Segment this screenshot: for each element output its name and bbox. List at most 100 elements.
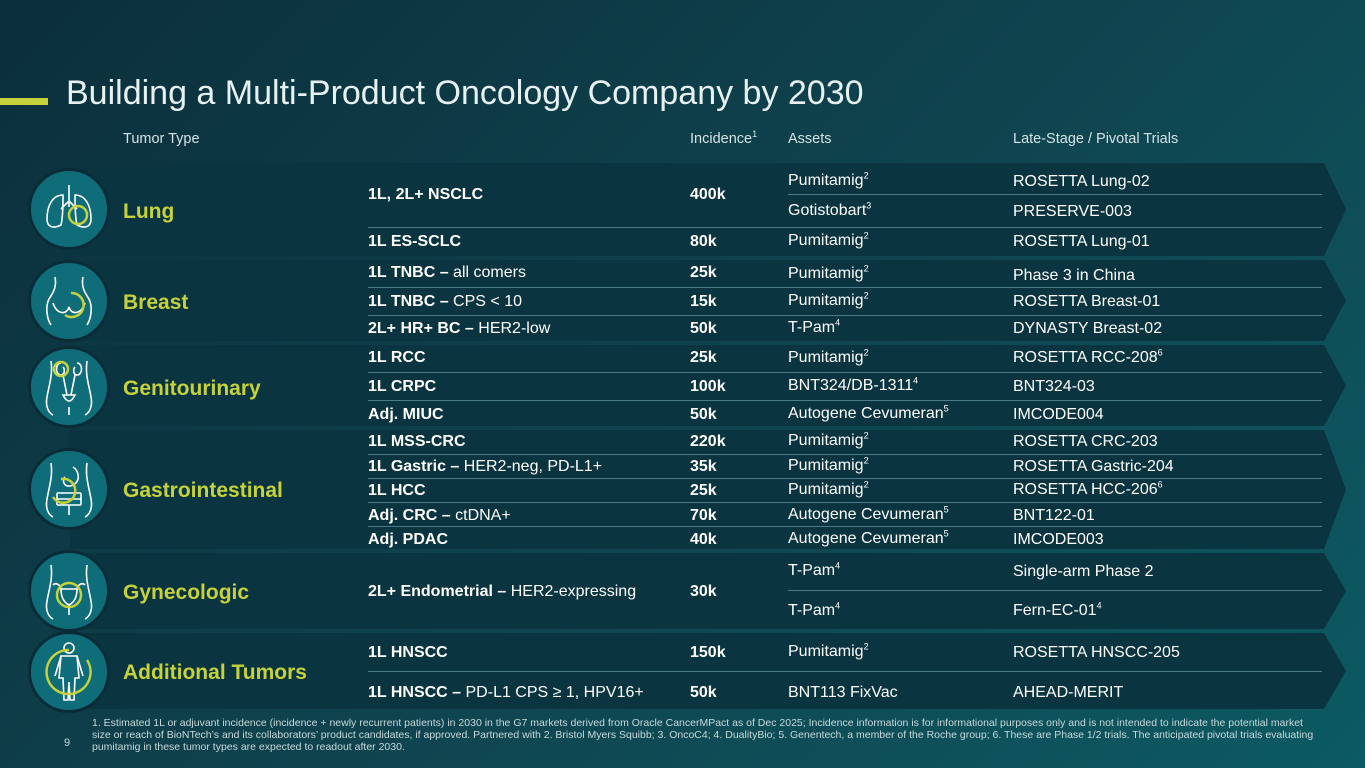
accent-bar <box>0 98 48 105</box>
page-number: 9 <box>64 737 71 749</box>
gi3-incidence: 25k <box>690 482 717 499</box>
br1-incidence: 25k <box>690 264 717 281</box>
gu2-trial: BNT324-03 <box>1013 378 1095 395</box>
gu2-incidence: 100k <box>690 378 726 395</box>
gyn1-indication: 2L+ Endometrial – HER2-expressing <box>368 583 637 600</box>
lungs-icon <box>28 168 110 250</box>
stomach-icon <box>28 448 110 530</box>
band-gynecologic <box>70 553 1346 629</box>
gi4-trial: BNT122-01 <box>1013 507 1095 524</box>
add1-trial: ROSETTA HNSCC-205 <box>1013 644 1180 661</box>
add2-indication: 1L HNSCC – PD-L1 CPS ≥ 1, HPV16+ <box>368 684 644 701</box>
gi5-asset: Autogene Cevumeran5 <box>788 528 949 547</box>
add1-indication: 1L HNSCC <box>368 644 448 661</box>
add2-incidence: 50k <box>690 684 717 701</box>
kidney-icon <box>28 346 110 428</box>
row-divider <box>368 287 1322 288</box>
gi5-indication: Adj. PDAC <box>368 531 448 548</box>
gi5-incidence: 40k <box>690 531 717 548</box>
lung2-trial: ROSETTA Lung-01 <box>1013 233 1150 250</box>
lung2-asset: Pumitamig2 <box>788 230 869 249</box>
add2-asset: BNT113 FixVac <box>788 684 898 701</box>
br2-trial: ROSETTA Breast-01 <box>1013 293 1161 310</box>
gi1-asset: Pumitamig2 <box>788 430 869 449</box>
lung1-trial-a: ROSETTA Lung-02 <box>1013 173 1150 190</box>
row-divider <box>368 315 1322 316</box>
category-breast: Breast <box>123 291 189 314</box>
gi5-trial: IMCODE003 <box>1013 531 1104 548</box>
breast-icon <box>28 260 110 342</box>
row-divider <box>368 478 1322 479</box>
row-divider <box>368 454 1322 455</box>
gu2-indication: 1L CRPC <box>368 378 437 395</box>
br3-indication: 2L+ HR+ BC – HER2-low <box>368 320 551 337</box>
br1-indication: 1L TNBC – all comers <box>368 264 526 281</box>
category-gynecologic: Gynecologic <box>123 581 250 604</box>
gi4-indication: Adj. CRC – ctDNA+ <box>368 507 511 524</box>
br3-asset: T-Pam4 <box>788 317 841 336</box>
lung1-indication: 1L, 2L+ NSCLC <box>368 186 484 203</box>
body-icon <box>28 631 110 713</box>
br1-trial: Phase 3 in China <box>1013 267 1135 284</box>
category-gastrointestinal: Gastrointestinal <box>123 479 283 502</box>
header-trials: Late-Stage / Pivotal Trials <box>1013 131 1179 147</box>
band-gastrointestinal <box>70 430 1346 549</box>
gi1-incidence: 220k <box>690 433 726 450</box>
gu3-asset: Autogene Cevumeran5 <box>788 403 949 422</box>
row-divider <box>368 227 1322 228</box>
br2-asset: Pumitamig2 <box>788 290 869 309</box>
gu1-incidence: 25k <box>690 349 717 366</box>
br2-indication: 1L TNBC – CPS < 10 <box>368 293 522 310</box>
gu3-indication: Adj. MIUC <box>368 406 444 423</box>
gyn1-incidence: 30k <box>690 583 717 600</box>
gi4-asset: Autogene Cevumeran5 <box>788 504 949 523</box>
gu2-asset: BNT324/DB-13114 <box>788 375 919 394</box>
header-assets: Assets <box>788 131 832 147</box>
row-divider <box>788 194 1322 195</box>
row-divider <box>788 590 1322 591</box>
page-title: Building a Multi-Product Oncology Compan… <box>66 74 864 112</box>
lung1-asset-a: Pumitamig2 <box>788 170 869 189</box>
category-genitourinary: Genitourinary <box>123 377 261 400</box>
gu1-trial: ROSETTA RCC-2086 <box>1013 347 1163 366</box>
gi1-trial: ROSETTA CRC-203 <box>1013 433 1158 450</box>
gi1-indication: 1L MSS-CRC <box>368 433 466 450</box>
gu1-indication: 1L RCC <box>368 349 426 366</box>
add1-asset: Pumitamig2 <box>788 641 869 660</box>
lung1-asset-b: Gotistobart3 <box>788 200 872 219</box>
gyn1-trial-a: Single-arm Phase 2 <box>1013 563 1154 580</box>
uterus-icon <box>28 550 110 632</box>
gi2-asset: Pumitamig2 <box>788 455 869 474</box>
gi2-trial: ROSETTA Gastric-204 <box>1013 458 1174 475</box>
row-divider <box>368 526 1322 527</box>
br1-asset: Pumitamig2 <box>788 263 869 282</box>
gi2-incidence: 35k <box>690 458 717 475</box>
gi4-incidence: 70k <box>690 507 717 524</box>
lung1-trial-b: PRESERVE-003 <box>1013 203 1132 220</box>
gyn1-asset-b: T-Pam4 <box>788 600 841 619</box>
add2-trial: AHEAD-MERIT <box>1013 684 1124 701</box>
gi3-indication: 1L HCC <box>368 482 426 499</box>
gi3-asset: Pumitamig2 <box>788 479 869 498</box>
header-tumor-type: Tumor Type <box>123 131 200 147</box>
row-divider <box>368 372 1322 373</box>
footnote: 1. Estimated 1L or adjuvant incidence (i… <box>92 717 1314 753</box>
category-lung: Lung <box>123 200 175 223</box>
add1-incidence: 150k <box>690 644 726 661</box>
gi2-indication: 1L Gastric – HER2-neg, PD-L1+ <box>368 458 603 475</box>
lung2-incidence: 80k <box>690 233 717 250</box>
category-additional: Additional Tumors <box>123 661 307 684</box>
gi3-trial: ROSETTA HCC-2066 <box>1013 479 1163 498</box>
gyn1-asset-a: T-Pam4 <box>788 560 841 579</box>
br3-incidence: 50k <box>690 320 717 337</box>
gu1-asset: Pumitamig2 <box>788 347 869 366</box>
gu3-trial: IMCODE004 <box>1013 406 1104 423</box>
br3-trial: DYNASTY Breast-02 <box>1013 320 1163 337</box>
br2-incidence: 15k <box>690 293 717 310</box>
band-breast <box>70 260 1346 341</box>
band-lung <box>70 163 1346 256</box>
band-genitourinary <box>70 345 1346 426</box>
row-divider <box>368 400 1322 401</box>
gyn1-trial-b: Fern-EC-014 <box>1013 600 1102 619</box>
row-divider <box>368 671 1322 672</box>
